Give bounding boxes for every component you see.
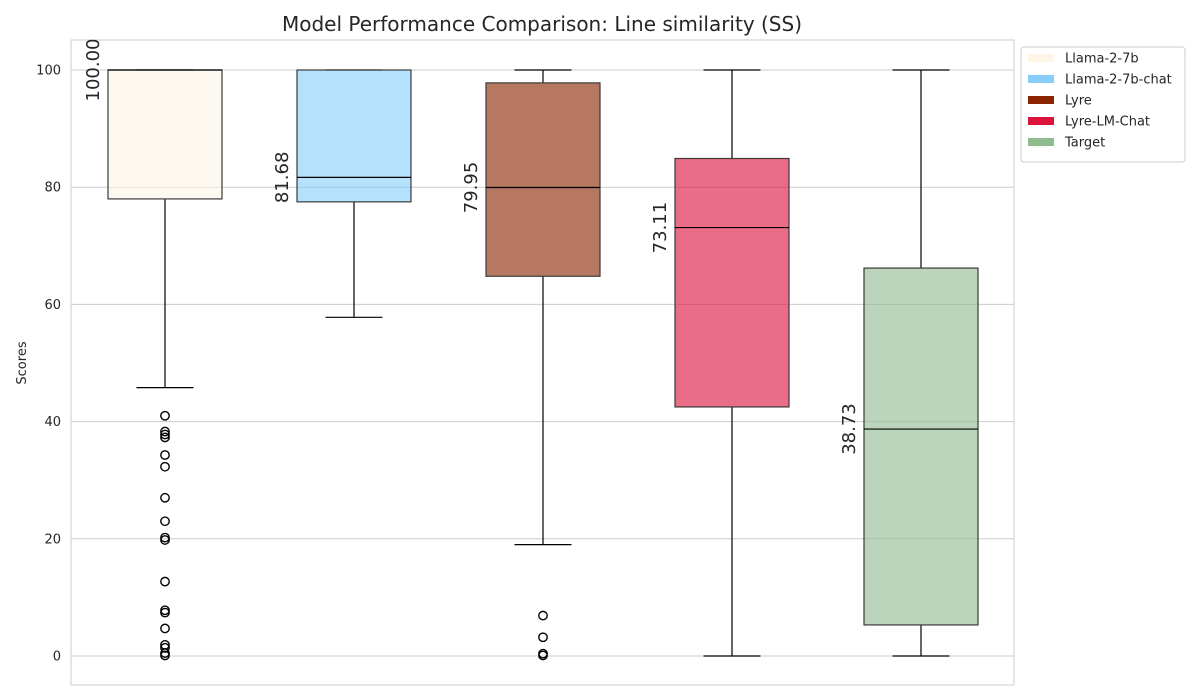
y-tick-label-20: 20 [44,532,61,547]
outlier-point [160,516,170,527]
legend-swatch [1028,75,1054,83]
legend-item: Lyre-LM-Chat [1028,115,1150,130]
y-tick-label-60: 60 [44,298,61,313]
plot-frame [70,39,1015,686]
legend-label: Lyre [1065,94,1092,109]
outlier-point [160,492,170,503]
legend-item: Lyre [1028,94,1092,109]
box-lyre: 79.95 [461,69,601,661]
outlier-point [160,535,170,545]
median-value-label: 79.95 [461,162,482,214]
outlier-point [160,607,170,618]
legend-swatch [1028,54,1054,62]
legend: Llama-2-7b Llama-2-7b-chat Lyre Lyre-LM-Cha… [1020,46,1186,163]
outlier-point [538,650,548,661]
outlier-point [160,576,170,587]
iqr-box [863,267,979,626]
iqr-box [296,69,412,203]
legend-item: Llama-2-7b [1028,52,1139,67]
y-tick-label-80: 80 [44,181,61,196]
legend-swatch [1028,138,1054,146]
legend-swatch [1028,117,1054,125]
y-axis-label: Scores [15,341,30,384]
outlier-point [160,461,170,472]
chart-title: Model Performance Comparison: Line simil… [282,12,802,36]
legend-label: Llama-2-7b [1065,52,1139,67]
legend-label: Target [1064,136,1105,151]
legend-label: Llama-2-7b-chat [1065,73,1172,88]
median-value-label: 73.11 [650,202,671,254]
box-llama-2-7b: 100.00 [83,39,223,661]
box-target: 38.73 [839,69,979,657]
median-value-label: 81.68 [272,152,293,204]
box-llama-2-7b-chat: 81.68 [272,69,412,318]
legend-label: Lyre-LM-Chat [1065,115,1150,130]
outlier-point [160,642,170,653]
y-tick-label-40: 40 [44,415,61,430]
box-series-group: 100.00 81.68 79.95 73.11 38.73 [83,39,979,661]
outlier-point [160,450,170,460]
legend-item: Target [1028,136,1105,151]
iqr-box [674,157,790,408]
legend-frame [1020,46,1186,163]
median-value-label: 38.73 [839,403,860,455]
legend-item: Llama-2-7b-chat [1028,73,1172,88]
y-tick-labels: 0 20 40 60 80 100 [36,64,61,665]
outlier-point [160,410,170,421]
outlier-point [160,650,170,661]
y-tick-label-100: 100 [36,64,61,79]
box-lyre-lm-chat: 73.11 [650,69,790,657]
outlier-point [160,432,170,443]
outlier-point [160,426,170,437]
iqr-box [107,69,223,200]
outlier-point [160,623,170,634]
median-value-label: 100.00 [83,39,104,102]
y-tick-label-0: 0 [53,650,61,665]
outlier-point [538,610,548,621]
outlier-point [538,632,548,643]
iqr-box [485,82,601,277]
outlier-point [160,429,170,440]
legend-swatch [1028,96,1054,104]
